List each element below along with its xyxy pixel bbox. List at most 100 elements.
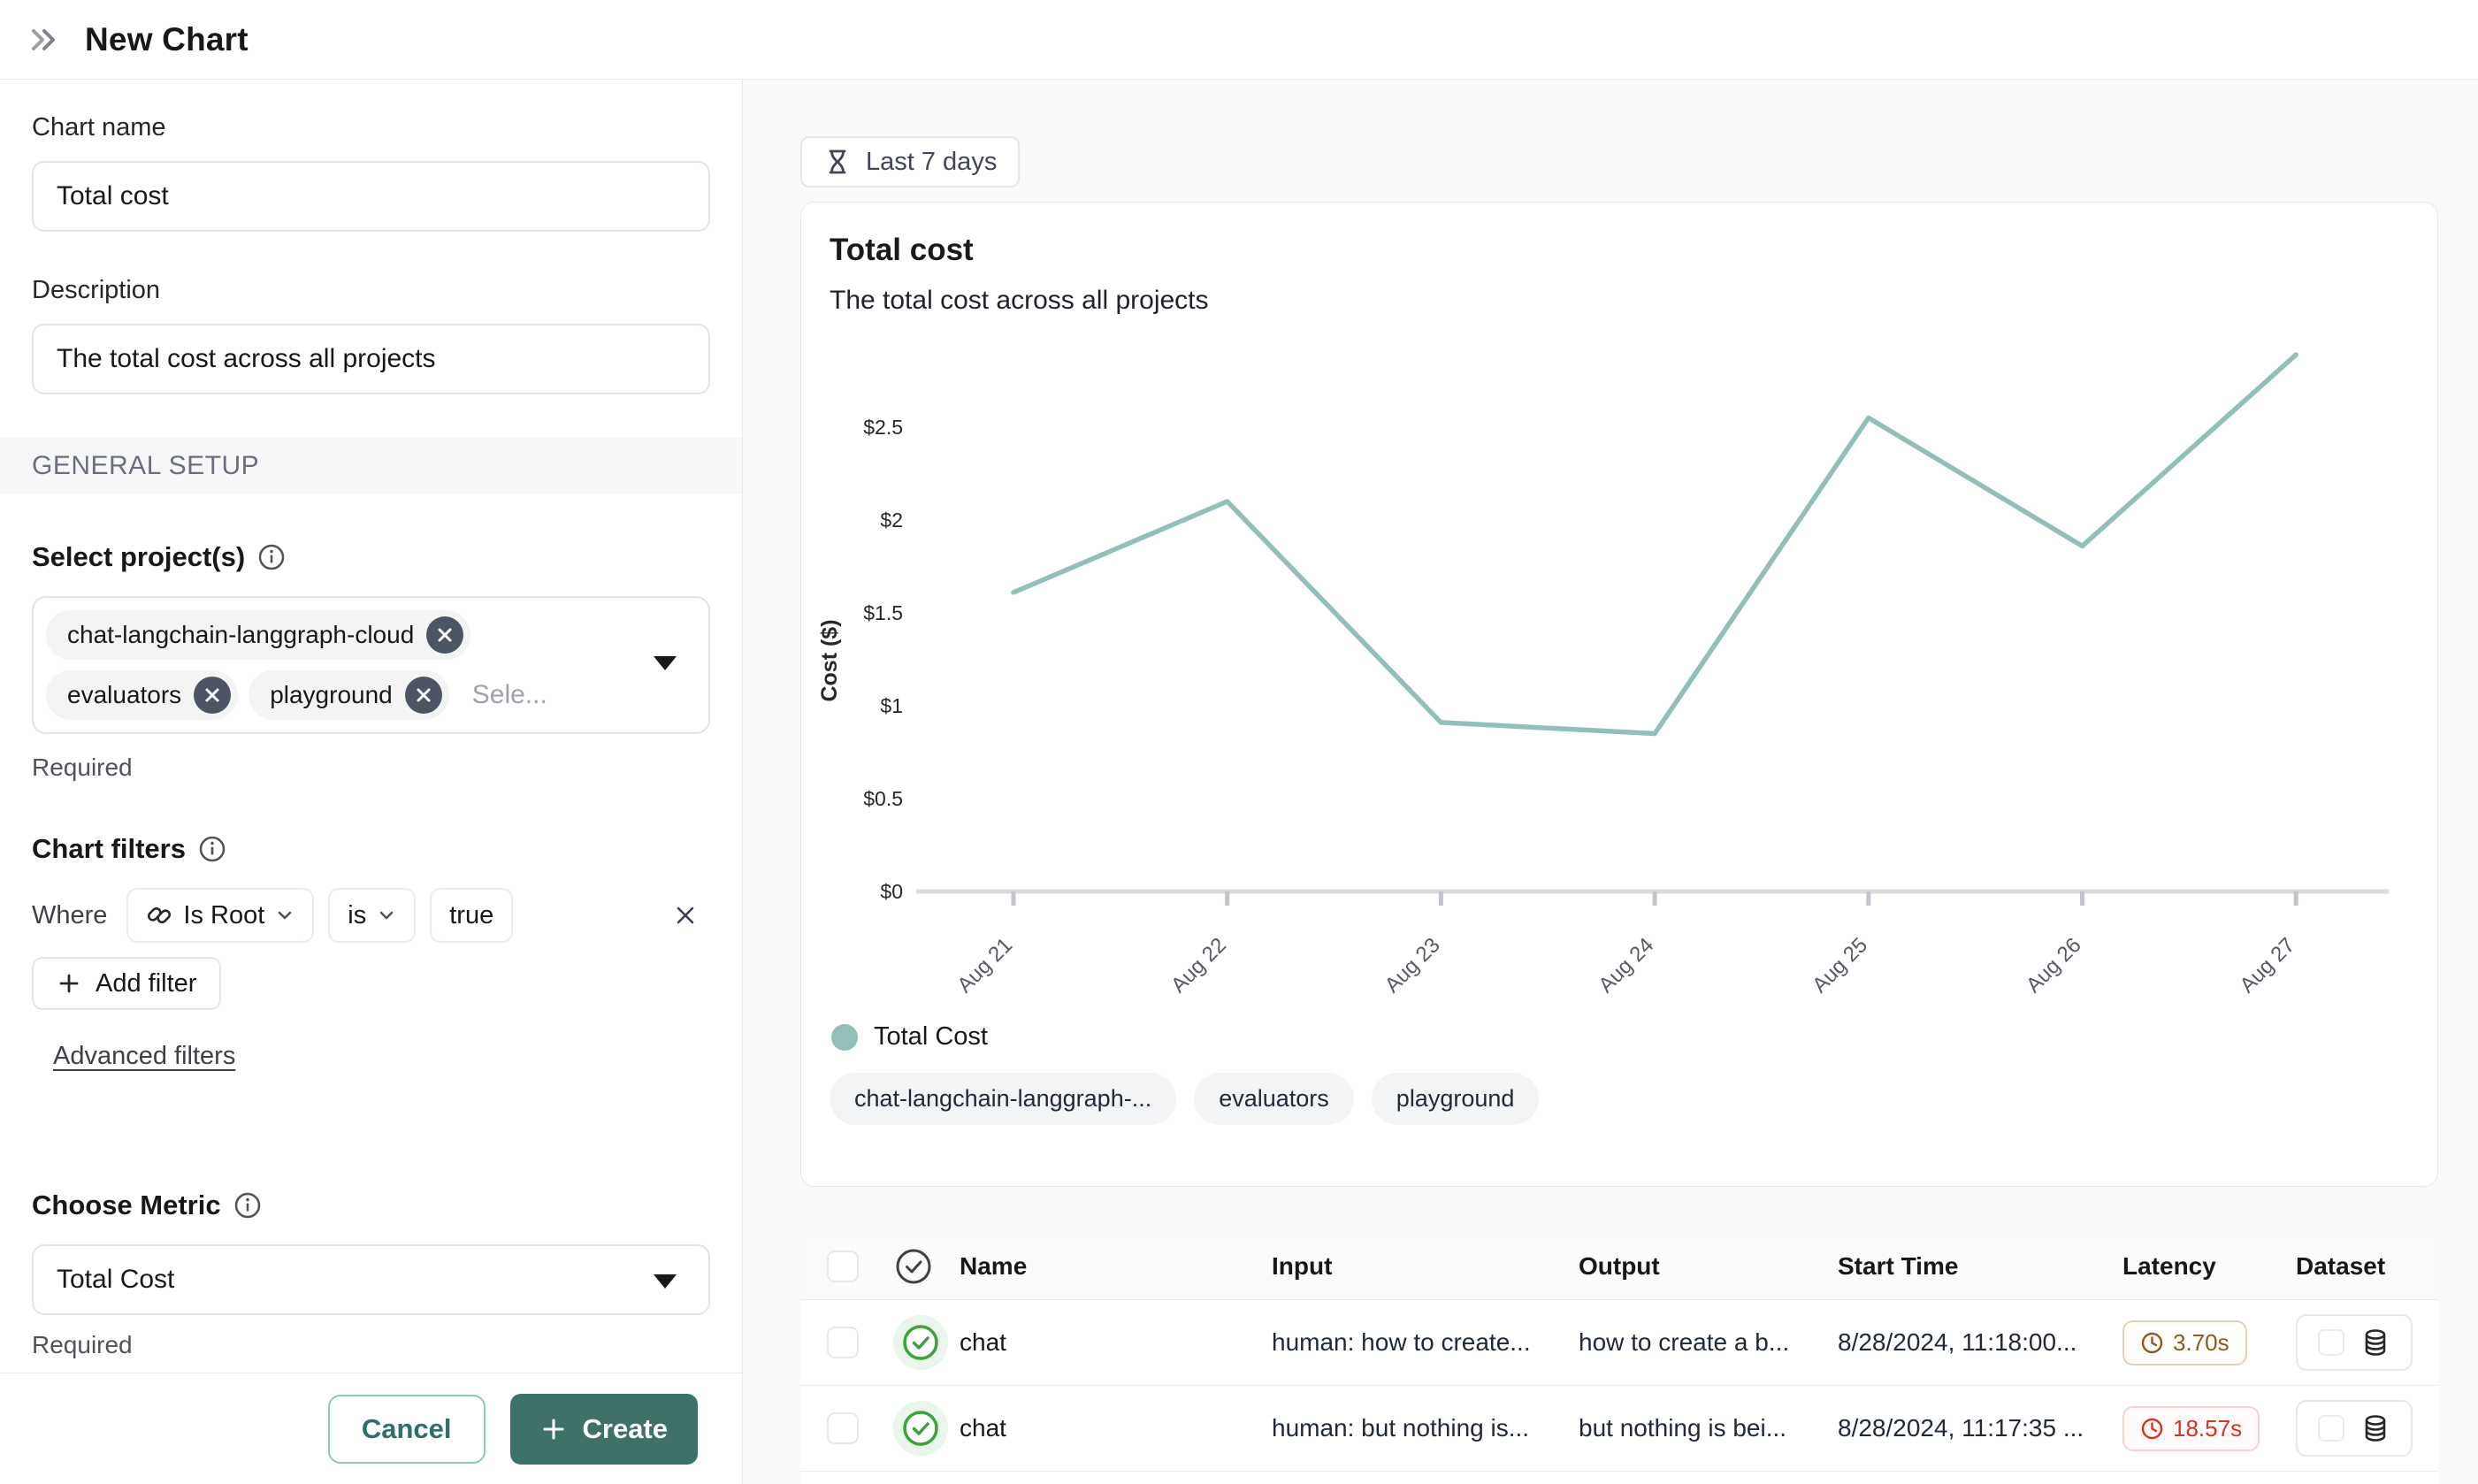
plus-icon bbox=[59, 974, 79, 993]
required-hint: Required bbox=[32, 1331, 133, 1358]
line-chart: $0 $0.5 $1 $1.5 $2 $2.5 Aug 21 Aug 22 Aug 23 Aug … bbox=[801, 351, 2437, 1010]
filter-operator-value: is bbox=[348, 900, 367, 929]
chart-legend: Total Cost bbox=[801, 1022, 2437, 1052]
chevron-down-icon bbox=[654, 1274, 677, 1289]
column-header-input[interactable]: Input bbox=[1272, 1252, 1333, 1280]
svg-text:Cost ($): Cost ($) bbox=[817, 619, 842, 701]
latency-badge: 18.57s bbox=[2122, 1405, 2260, 1451]
project-multiselect[interactable]: chat-langchain-langgraph-cloud evaluator… bbox=[32, 596, 710, 734]
svg-text:$0.5: $0.5 bbox=[863, 787, 903, 810]
choose-metric-label: Choose Metric bbox=[32, 1189, 221, 1220]
project-tags-row: chat-langchain-langgraph-... evaluators … bbox=[801, 1073, 2437, 1125]
table-row-partial bbox=[800, 1472, 2438, 1484]
remove-tag-icon[interactable] bbox=[404, 677, 442, 714]
metric-value: Total Cost bbox=[57, 1265, 175, 1294]
add-to-dataset-control[interactable] bbox=[2296, 1314, 2413, 1371]
description-value: The total cost across all projects bbox=[57, 344, 436, 373]
success-status-icon bbox=[893, 1401, 948, 1456]
add-filter-label: Add filter bbox=[96, 968, 197, 998]
latency-badge: 3.70s bbox=[2122, 1320, 2247, 1365]
run-input: human: but nothing is... bbox=[1272, 1414, 1530, 1442]
create-button[interactable]: Create bbox=[509, 1393, 698, 1465]
run-output: how to create a b... bbox=[1579, 1328, 1790, 1356]
description-input[interactable]: The total cost across all projects bbox=[32, 324, 710, 394]
plus-icon bbox=[543, 1419, 563, 1439]
sidebar-footer: Cancel Create bbox=[0, 1373, 742, 1484]
description-label: Description bbox=[32, 276, 161, 304]
svg-text:$1.5: $1.5 bbox=[863, 601, 903, 624]
run-input: human: how to create... bbox=[1272, 1328, 1531, 1356]
project-tag-label: evaluators bbox=[67, 681, 182, 708]
table-row[interactable]: chat human: how to create... how to crea… bbox=[800, 1300, 2438, 1386]
run-output: but nothing is bei... bbox=[1579, 1414, 1787, 1442]
database-icon bbox=[2365, 1329, 2386, 1356]
dataset-checkbox[interactable] bbox=[2318, 1329, 2344, 1356]
svg-text:Aug 23: Aug 23 bbox=[1380, 933, 1445, 998]
legend-dot-icon bbox=[831, 1023, 858, 1051]
project-tag: evaluators bbox=[46, 670, 239, 720]
clock-icon bbox=[2141, 1332, 2163, 1353]
advanced-filters-link[interactable]: Advanced filters bbox=[53, 1042, 236, 1070]
column-header-dataset[interactable]: Dataset bbox=[2296, 1252, 2386, 1280]
chevron-down-icon[interactable] bbox=[654, 656, 677, 670]
metric-dropdown[interactable]: Total Cost bbox=[32, 1244, 710, 1315]
run-name: chat bbox=[960, 1328, 1006, 1356]
project-tag: chat-langchain-langgraph-... bbox=[830, 1073, 1177, 1125]
where-label: Where bbox=[32, 900, 108, 929]
chevron-down-icon bbox=[278, 911, 292, 920]
select-projects-label: Select project(s) bbox=[32, 541, 246, 572]
add-to-dataset-control[interactable] bbox=[2296, 1400, 2413, 1457]
collapse-panel-icon[interactable] bbox=[27, 20, 65, 59]
project-tag-label: chat-langchain-langgraph-cloud bbox=[67, 621, 415, 648]
filter-value-input[interactable]: true bbox=[430, 888, 514, 943]
cancel-button[interactable]: Cancel bbox=[327, 1394, 486, 1464]
filter-operator-dropdown[interactable]: is bbox=[328, 888, 417, 943]
run-name: chat bbox=[960, 1414, 1006, 1442]
run-start-time: 8/28/2024, 11:17:35 ... bbox=[1838, 1414, 2084, 1442]
filter-field-value: Is Root bbox=[183, 900, 265, 929]
time-range-label: Last 7 days bbox=[866, 147, 998, 176]
project-tag: chat-langchain-langgraph-cloud bbox=[46, 610, 471, 660]
status-column-icon bbox=[893, 1246, 934, 1287]
info-icon[interactable] bbox=[257, 543, 286, 571]
remove-filter-icon[interactable] bbox=[671, 901, 700, 929]
page-title: New Chart bbox=[85, 20, 249, 57]
project-tag-label: playground bbox=[270, 681, 393, 708]
svg-text:$1: $1 bbox=[880, 694, 903, 717]
project-tag: playground bbox=[1371, 1073, 1540, 1125]
chart-config-sidebar: Chart name Total cost Description The to… bbox=[0, 80, 743, 1484]
table-row[interactable]: chat human: but nothing is... but nothin… bbox=[800, 1386, 2438, 1472]
info-icon[interactable] bbox=[233, 1191, 262, 1220]
column-header-start-time[interactable]: Start Time bbox=[1838, 1252, 1959, 1280]
chevron-down-icon bbox=[379, 911, 394, 920]
column-header-name[interactable]: Name bbox=[960, 1252, 1028, 1280]
time-range-button[interactable]: Last 7 days bbox=[800, 136, 1021, 187]
chart-subtitle: The total cost across all projects bbox=[830, 286, 1209, 315]
remove-tag-icon[interactable] bbox=[426, 616, 464, 654]
dataset-checkbox[interactable] bbox=[2318, 1415, 2344, 1442]
success-status-icon bbox=[893, 1315, 948, 1370]
filter-field-dropdown[interactable]: Is Root bbox=[126, 888, 315, 943]
runs-table: Name Input Output Start Time Latency Dat… bbox=[800, 1234, 2438, 1484]
project-tag: playground bbox=[249, 670, 449, 720]
column-header-output[interactable]: Output bbox=[1579, 1252, 1660, 1280]
filter-row: Where Is Root is true bbox=[32, 888, 710, 943]
latency-value: 18.57s bbox=[2173, 1414, 2243, 1442]
chart-title: Total cost bbox=[830, 233, 974, 267]
svg-text:Aug 27: Aug 27 bbox=[2236, 933, 2300, 998]
preview-panel: Last 7 days Total cost The total cost ac… bbox=[743, 80, 2478, 1484]
clock-icon bbox=[2141, 1418, 2163, 1439]
chart-preview-card: Total cost The total cost across all pro… bbox=[800, 202, 2438, 1187]
remove-tag-icon[interactable] bbox=[194, 677, 232, 714]
row-checkbox[interactable] bbox=[827, 1412, 859, 1444]
general-setup-section-header: GENERAL SETUP bbox=[0, 438, 742, 494]
add-filter-button[interactable]: Add filter bbox=[32, 957, 222, 1010]
select-all-checkbox[interactable] bbox=[827, 1251, 859, 1282]
svg-text:Aug 24: Aug 24 bbox=[1594, 933, 1658, 998]
info-icon[interactable] bbox=[198, 835, 226, 863]
chart-name-input[interactable]: Total cost bbox=[32, 161, 710, 232]
row-checkbox[interactable] bbox=[827, 1327, 859, 1358]
column-header-latency[interactable]: Latency bbox=[2122, 1252, 2216, 1280]
run-start-time: 8/28/2024, 11:18:00... bbox=[1838, 1328, 2077, 1356]
